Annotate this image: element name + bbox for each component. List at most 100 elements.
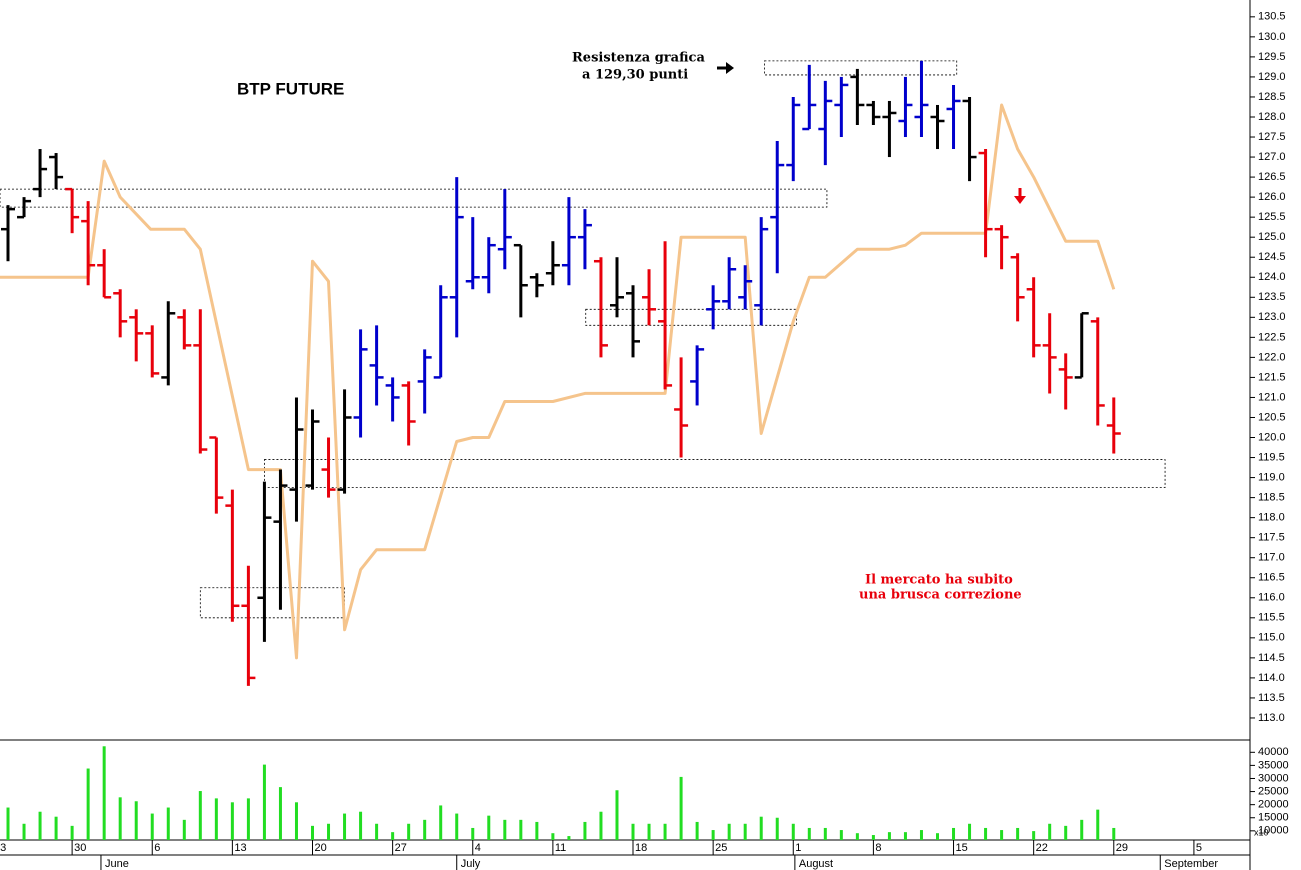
volume-bar: [711, 830, 715, 840]
volume-bar: [823, 827, 827, 840]
arrow: [1014, 188, 1026, 204]
month-label: June: [105, 858, 129, 870]
y-tick-label: 117.5: [1258, 532, 1285, 544]
zone: [585, 308, 797, 326]
y-tick-label: 124.5: [1258, 251, 1286, 263]
volume-bar: [759, 816, 763, 840]
volume-bar: [471, 827, 475, 840]
x-tick-label: 22: [1036, 842, 1048, 854]
x-tick-label: 6: [154, 842, 160, 854]
x-tick-label: 8: [875, 842, 881, 854]
x-tick-label: 27: [395, 842, 407, 854]
volume-bar: [22, 823, 26, 840]
volume-bar: [86, 768, 90, 840]
y-tick-label: 128.0: [1258, 111, 1286, 123]
volume-bar: [615, 790, 619, 840]
volume-bar: [535, 821, 539, 840]
volume-bar: [1016, 827, 1020, 840]
zone: [264, 459, 1166, 488]
month-label: July: [461, 858, 481, 870]
y-tick-label: 116.0: [1258, 592, 1285, 604]
y-tick-label: 126.0: [1258, 191, 1286, 203]
volume-bar: [134, 801, 138, 840]
volume-bar: [230, 802, 234, 840]
volume-bar: [70, 825, 74, 840]
volume-bar: [919, 830, 923, 840]
annotation: Resistenza grafica: [572, 51, 705, 66]
volume-bar: [519, 819, 523, 840]
volume-bar: [663, 823, 667, 840]
y-tick-label: 123.0: [1258, 311, 1286, 323]
x-tick-label: 29: [1116, 842, 1128, 854]
y-tick-label: 122.5: [1258, 331, 1286, 343]
y-tick-label: 117.0: [1258, 552, 1285, 564]
volume-bar: [567, 836, 571, 840]
x-tick-label: 4: [475, 842, 481, 854]
annotation: a 129,30 punti: [582, 68, 688, 83]
volume-bar: [118, 797, 122, 840]
volume-bar: [807, 827, 811, 840]
y-tick-label: 25000: [1258, 785, 1289, 797]
zone: [199, 587, 345, 619]
volume-bar: [695, 821, 699, 840]
y-tick-label: 115.5: [1258, 612, 1285, 624]
y-tick-label: 119.0: [1258, 471, 1285, 483]
annotation: una brusca correzione: [859, 588, 1022, 603]
volume-bar: [775, 817, 779, 840]
y-tick-label: 114.5: [1258, 652, 1285, 664]
volume-bar: [327, 823, 331, 840]
volume-bar: [599, 811, 603, 840]
x-tick-label: 30: [74, 842, 86, 854]
volume-bar: [1000, 830, 1004, 840]
volume-bar: [647, 823, 651, 840]
volume-bar: [583, 821, 587, 840]
x-tick-label: 23: [0, 842, 6, 854]
volume-bar: [1032, 831, 1036, 840]
volume-bar: [294, 802, 298, 840]
volume-bar: [262, 764, 266, 840]
volume-bar: [936, 833, 939, 840]
volume-bar: [6, 807, 10, 840]
volume-bar: [839, 830, 843, 840]
y-tick-label: 10000: [1258, 825, 1289, 837]
volume-bar: [102, 746, 106, 840]
x-tick-label: 15: [956, 842, 968, 854]
y-tick-label: 127.5: [1258, 131, 1286, 143]
x-tick-label: 25: [715, 842, 727, 854]
volume-bar: [855, 833, 859, 840]
volume-bar: [311, 825, 314, 840]
month-label: August: [799, 858, 833, 870]
volume-bar: [359, 811, 363, 840]
volume-bar: [343, 813, 347, 840]
y-tick-label: 126.5: [1258, 171, 1286, 183]
y-tick-label: 119.5: [1258, 451, 1285, 463]
volume-bar: [54, 816, 58, 840]
y-tick-label: 116.5: [1258, 572, 1285, 584]
x-tick-label: 5: [1196, 842, 1202, 854]
volume-bar: [198, 791, 202, 840]
annotation: Il mercato ha subito: [865, 573, 1013, 588]
volume-bar: [214, 798, 218, 840]
x-tick-label: 18: [635, 842, 647, 854]
volume-bar: [150, 813, 154, 840]
y-tick-label: 130.0: [1258, 31, 1286, 43]
y-tick-label: 128.5: [1258, 91, 1286, 103]
axis-multiplier: x10: [1254, 827, 1269, 837]
y-tick-label: 118.5: [1258, 492, 1285, 504]
volume-bar: [968, 823, 972, 840]
volume-bar: [503, 819, 507, 840]
y-tick-label: 115.0: [1258, 632, 1285, 644]
zone: [764, 60, 958, 76]
volume-bar: [903, 832, 907, 840]
y-tick-label: 123.5: [1258, 291, 1286, 303]
x-tick-label: 1: [795, 842, 801, 854]
y-tick-label: 130.5: [1258, 11, 1286, 23]
y-tick-label: 129.5: [1258, 51, 1286, 63]
y-tick-label: 40000: [1258, 746, 1289, 758]
y-tick-label: 120.0: [1258, 431, 1286, 443]
volume-bar: [455, 813, 459, 840]
volume-bar: [743, 823, 747, 840]
y-tick-label: 127.0: [1258, 151, 1286, 163]
